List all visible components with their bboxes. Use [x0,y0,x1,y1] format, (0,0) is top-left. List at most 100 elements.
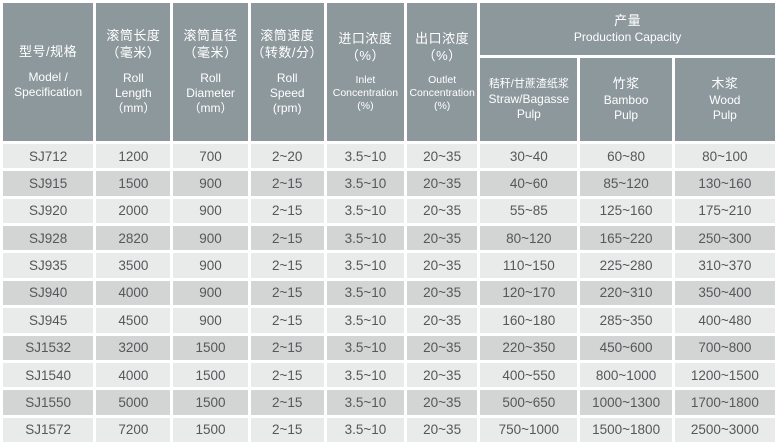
header-en-line: Straw/Bagasse [488,92,570,107]
cell-model: SJ1540 [3,362,94,388]
table-row: SJ920 2000 900 2~15 3.5~10 20~35 55~85 125~160 1… [3,198,775,224]
cell-roll-diameter: 700 [173,144,248,169]
header-zh-line: 滚筒直径 [183,28,238,44]
header-en-block: Wood Pulp [709,93,740,123]
header-zh-line: 木浆 [711,75,739,91]
header-zh-line: （%） [422,47,462,63]
cell-outlet-concentration: 20~35 [407,253,478,278]
cell-roll-length: 3200 [96,335,171,360]
cell-roll-diameter: 1500 [173,362,248,388]
cell-roll-speed: 2~15 [250,253,324,278]
cell-bamboo-pulp: 220~310 [580,280,672,306]
cell-roll-length: 4500 [96,308,171,333]
cell-roll-speed: 2~15 [250,280,324,306]
table-row: SJ1532 3200 1500 2~15 3.5~10 20~35 220~350 450~… [3,335,775,360]
header-en-block: Bamboo Pulp [604,93,649,123]
header-en-block: Outlet Concentration (%) [409,74,474,113]
header-en-line: (%) [433,99,451,112]
cell-wood-pulp: 350~400 [674,280,775,306]
cell-straw-bagasse-pulp: 30~40 [480,144,578,169]
cell-inlet-concentration: 3.5~10 [326,390,405,415]
header-en-line: Production Capacity [573,30,682,45]
header-en-line: Concentration [409,86,475,99]
cell-roll-length: 2000 [96,198,171,224]
cell-roll-speed: 2~15 [250,198,324,224]
cell-model: SJ920 [3,198,94,224]
table-row: SJ1572 7200 1500 2~15 3.5~10 20~35 750~1000 150… [3,417,775,442]
cell-straw-bagasse-pulp: 55~85 [480,198,578,224]
cell-outlet-concentration: 20~35 [407,144,478,169]
cell-roll-length: 1500 [96,171,171,196]
cell-roll-diameter: 900 [173,198,248,224]
cell-inlet-concentration: 3.5~10 [326,308,405,333]
cell-roll-length: 7200 [96,417,171,442]
cell-bamboo-pulp: 450~600 [580,335,672,360]
cell-roll-length: 2820 [96,226,171,251]
header-zh-line: 产量 [614,12,642,28]
cell-roll-length: 3500 [96,253,171,278]
cell-outlet-concentration: 20~35 [407,335,478,360]
header-cell-wood-pulp: 木浆 Wood Pulp [674,58,775,141]
header-zh-line: 竹浆 [612,75,640,91]
cell-model: SJ712 [3,144,94,169]
cell-outlet-concentration: 20~35 [407,226,478,251]
cell-roll-speed: 2~15 [250,226,324,251]
cell-roll-length: 4000 [96,362,171,388]
header-cell-inlet-concentration: 进口浓度 （%） Inlet Concentration (%) [326,3,405,141]
cell-inlet-concentration: 3.5~10 [326,171,405,196]
header-en-line: Pulp [614,108,639,123]
cell-model: SJ915 [3,171,94,196]
cell-roll-speed: 2~15 [250,362,324,388]
cell-roll-diameter: 1500 [173,417,248,442]
cell-roll-speed: 2~20 [250,144,324,169]
header-cell-production-capacity: 产量 Production Capacity [480,3,775,55]
cell-outlet-concentration: 20~35 [407,417,478,442]
header-en-block: Roll Speed (rpm) [270,71,305,116]
header-cell-roll-diameter: 滚筒直径 （毫米） Roll Diameter （mm） [173,3,248,141]
table-body: SJ712 1200 700 2~20 3.5~10 20~35 30~40 60~80 80~… [3,144,775,442]
cell-bamboo-pulp: 1500~1800 [580,417,672,442]
header-en-line: Concentration [332,86,399,99]
cell-roll-speed: 2~15 [250,171,324,196]
cell-straw-bagasse-pulp: 400~550 [480,362,578,388]
cell-straw-bagasse-pulp: 120~170 [480,280,578,306]
table-row: SJ1540 4000 1500 2~15 3.5~10 20~35 400~550 800~… [3,362,775,388]
header-en-line: （mm） [188,100,233,115]
cell-inlet-concentration: 3.5~10 [326,253,405,278]
table-row: SJ1550 5000 1500 2~15 3.5~10 20~35 500~650 1000… [3,390,775,415]
header-en-block: Inlet Concentration (%) [333,74,398,113]
header-en-block: Straw/Bagasse Pulp [488,92,569,122]
header-en-line: Bamboo [603,93,649,108]
cell-roll-speed: 2~15 [250,335,324,360]
cell-straw-bagasse-pulp: 160~180 [480,308,578,333]
cell-inlet-concentration: 3.5~10 [326,335,405,360]
cell-straw-bagasse-pulp: 80~120 [480,226,578,251]
cell-straw-bagasse-pulp: 500~650 [480,390,578,415]
cell-roll-speed: 2~15 [250,308,324,333]
header-zh-line: （转数/分） [251,45,324,60]
header-en-line: （mm） [111,100,156,115]
cell-wood-pulp: 2500~3000 [674,417,775,442]
cell-bamboo-pulp: 125~160 [580,198,672,224]
cell-wood-pulp: 310~370 [674,253,775,278]
cell-inlet-concentration: 3.5~10 [326,144,405,169]
header-en-line: Diameter [186,85,235,100]
cell-wood-pulp: 130~160 [674,171,775,196]
cell-bamboo-pulp: 165~220 [580,226,672,251]
header-en-line: Length [114,85,152,100]
cell-roll-diameter: 900 [173,308,248,333]
table-header: 型号/规格 Model / Specification 滚筒长度 （毫米） Roll Len… [3,3,775,141]
header-zh-line: 出口浓度 [415,30,470,46]
cell-outlet-concentration: 20~35 [407,308,478,333]
cell-inlet-concentration: 3.5~10 [326,198,405,224]
cell-wood-pulp: 700~800 [674,335,775,360]
table-row: SJ928 2820 900 2~15 3.5~10 20~35 80~120 165~220… [3,226,775,251]
header-cell-roll-speed: 滚筒速度 （转数/分） Roll Speed (rpm) [250,3,324,141]
header-en-line: Specification [14,84,83,99]
header-en-line: Speed [269,85,305,100]
header-zh-line: 秸秆/甘蔗渣纸浆 [488,77,569,90]
header-zh-line: 型号/规格 [19,44,78,60]
cell-roll-length: 4000 [96,280,171,306]
cell-model: SJ1532 [3,335,94,360]
